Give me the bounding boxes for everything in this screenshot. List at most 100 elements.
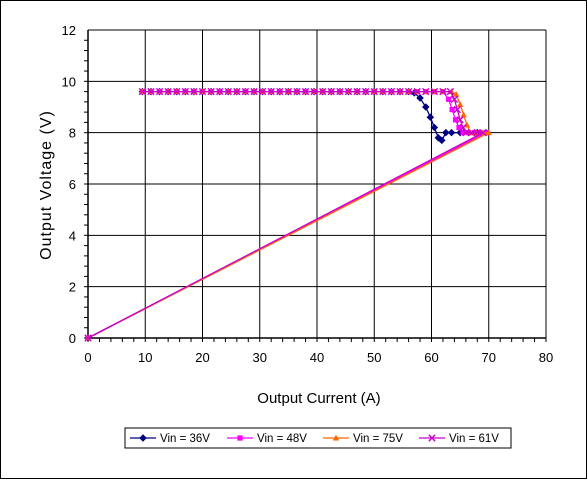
- data-point-3-stroke: [387, 87, 396, 96]
- data-point-3-stroke: [456, 116, 464, 124]
- data-point-3-stroke: [430, 87, 439, 96]
- data-point-3-stroke: [147, 87, 155, 96]
- data-point-3-stroke: [276, 87, 284, 96]
- data-point-3: [361, 87, 370, 96]
- data-point-3: [138, 87, 147, 96]
- data-point-1: [456, 124, 462, 131]
- series-line-3: [87, 90, 484, 339]
- data-point-3: [164, 87, 172, 96]
- y-tick-label: 0: [69, 331, 76, 346]
- data-point-3-stroke: [258, 87, 267, 96]
- legend: Vin = 36V Vin = 48V Vin = 75V Vin = 61V: [124, 427, 512, 449]
- data-point-3: [370, 87, 378, 96]
- data-point-3: [456, 116, 464, 124]
- data-point-3-stroke: [473, 128, 481, 137]
- data-point-3: [387, 87, 396, 96]
- data-point-1: [460, 130, 466, 136]
- data-point-3-stroke: [327, 87, 336, 96]
- data-point-3-stroke: [284, 87, 293, 96]
- data-point-3: [344, 87, 353, 96]
- data-point-3-stroke: [267, 87, 275, 96]
- data-point-3: [446, 87, 455, 96]
- x-tick-label: 20: [195, 350, 209, 365]
- data-point-3: [258, 87, 267, 96]
- legend-label: Vin = 48V: [257, 433, 307, 445]
- data-point-3: [453, 105, 461, 114]
- data-point-3-stroke: [446, 87, 455, 96]
- data-point-3: [413, 87, 421, 96]
- data-point-3: [353, 87, 361, 96]
- data-point-2: [485, 129, 492, 136]
- data-point-3-stroke: [241, 87, 250, 96]
- data-point-3-stroke: [353, 87, 361, 96]
- y-tick-label: 2: [69, 280, 76, 295]
- data-point-3-stroke: [155, 87, 164, 96]
- data-point-3-stroke: [319, 87, 327, 96]
- y-tick-label: 10: [62, 74, 76, 89]
- series-3: [84, 87, 487, 342]
- data-point-3: [181, 87, 190, 96]
- data-point-3-stroke: [370, 87, 378, 96]
- data-point-3-stroke: [479, 128, 487, 137]
- data-point-3-stroke: [361, 87, 370, 96]
- x-tick-label: 60: [424, 350, 438, 365]
- data-point-3: [155, 87, 164, 96]
- data-point-3: [310, 87, 318, 96]
- data-point-0: [447, 128, 456, 137]
- legend-label: Vin = 36V: [160, 433, 210, 445]
- data-point-3-stroke: [439, 87, 447, 96]
- axes-layer: 0 10 20 30 40 50 60 70 80 0 2 4 6 8 10 12: [62, 23, 554, 365]
- data-point-0: [422, 103, 430, 111]
- data-point-3: [267, 87, 275, 96]
- data-point-3: [336, 87, 344, 96]
- x-tick-label: 70: [482, 350, 496, 365]
- legend-marker: [428, 434, 436, 442]
- data-point-1: [446, 96, 452, 102]
- x-tick-label: 40: [310, 350, 324, 365]
- legend-marker: [332, 434, 340, 441]
- data-point-3-stroke: [138, 87, 147, 96]
- data-point-3-stroke: [310, 87, 318, 96]
- data-point-3: [473, 128, 481, 137]
- data-point-3: [379, 87, 387, 96]
- data-point-3: [422, 87, 430, 96]
- data-point-3-stroke: [233, 87, 241, 96]
- data-point-0: [438, 136, 446, 145]
- data-point-3-stroke: [198, 87, 207, 96]
- x-tick-label: 80: [539, 350, 553, 365]
- data-point-3: [250, 87, 258, 96]
- data-point-0: [430, 123, 439, 132]
- data-point-3-stroke: [453, 105, 461, 114]
- data-point-3-stroke: [422, 87, 430, 96]
- data-point-3-stroke: [467, 128, 476, 137]
- data-point-3: [276, 87, 284, 96]
- data-point-0: [426, 113, 435, 122]
- data-point-3-stroke: [404, 87, 413, 96]
- x-tick-label: 10: [138, 350, 152, 365]
- data-point-3: [215, 87, 224, 96]
- data-point-1: [449, 106, 455, 113]
- data-point-0: [442, 128, 450, 137]
- data-point-2: [452, 90, 460, 97]
- legend-box: [124, 427, 512, 449]
- data-point-3: [430, 87, 439, 96]
- data-point-3-stroke: [413, 87, 421, 96]
- data-point-2: [460, 111, 467, 118]
- data-point-3: [396, 87, 404, 96]
- legend-marker: [237, 435, 243, 441]
- data-point-3-stroke: [84, 334, 92, 342]
- data-point-3-stroke: [459, 123, 467, 132]
- data-point-3-stroke: [164, 87, 172, 96]
- data-point-3: [198, 87, 207, 96]
- data-point-1: [452, 117, 459, 123]
- data-point-3: [327, 87, 336, 96]
- data-point-3-stroke: [181, 87, 190, 96]
- grid-layer: [88, 29, 547, 338]
- data-point-3: [233, 87, 241, 96]
- data-point-3-stroke: [344, 87, 353, 96]
- data-point-3-stroke: [190, 87, 198, 96]
- legend-marker-stroke: [428, 434, 436, 442]
- legend-marker: [139, 434, 147, 442]
- data-point-3: [224, 87, 232, 96]
